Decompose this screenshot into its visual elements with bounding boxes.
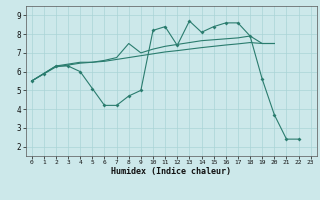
X-axis label: Humidex (Indice chaleur): Humidex (Indice chaleur) (111, 167, 231, 176)
